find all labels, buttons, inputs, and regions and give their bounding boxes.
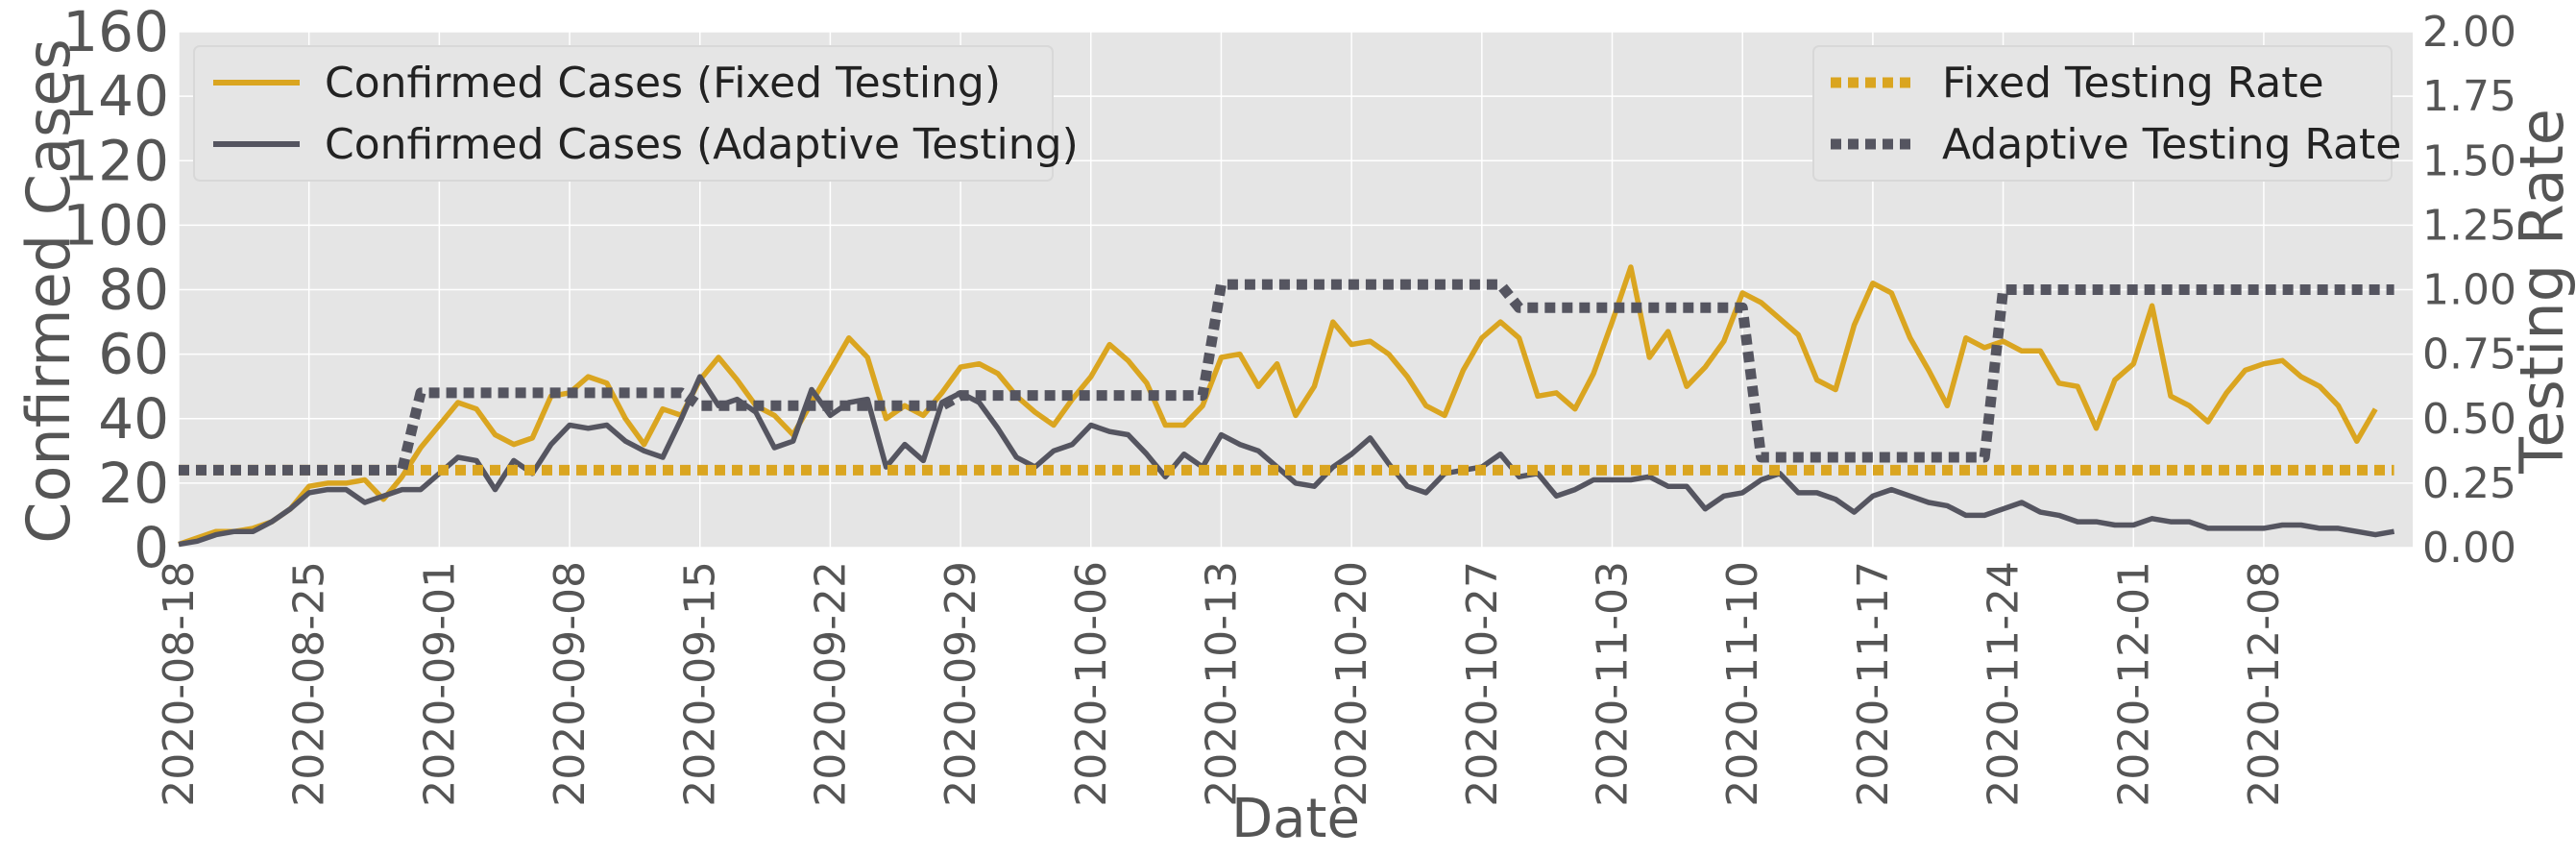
x-tick-label: 2020-09-08 <box>546 561 595 807</box>
x-tick-label: 2020-09-01 <box>415 561 464 807</box>
right-tick-label: 1.50 <box>2422 136 2516 185</box>
right-tick-label: 0.00 <box>2422 524 2516 573</box>
x-tick-label: 2020-10-27 <box>1458 561 1507 807</box>
legend-label-fixed-rate: Fixed Testing Rate <box>1942 59 2324 108</box>
x-tick-label: 2020-09-29 <box>936 561 985 807</box>
left-tick-label: 80 <box>98 257 169 323</box>
x-tick-label: 2020-10-13 <box>1198 561 1247 807</box>
left-tick-label: 40 <box>98 386 169 452</box>
x-axis-title: Date <box>1231 788 1360 850</box>
series-line-adaptive-rate <box>179 279 2394 476</box>
x-tick-label: 2020-10-20 <box>1327 561 1376 807</box>
left-axis-title: Confirmed Cases <box>13 38 84 544</box>
left-tick-label: 20 <box>98 451 169 516</box>
x-tick-label: 2020-11-17 <box>1849 561 1898 807</box>
x-tick-label: 2020-09-15 <box>676 561 725 807</box>
right-tick-label: 2.00 <box>2422 8 2516 57</box>
x-tick-label: 2020-09-22 <box>806 561 855 807</box>
legend-cases: Confirmed Cases (Fixed Testing) Confirme… <box>193 45 1079 182</box>
x-tick-label: 2020-12-08 <box>2240 561 2289 807</box>
legend-label-fixed-cases: Confirmed Cases (Fixed Testing) <box>325 59 1001 108</box>
x-tick-label: 2020-11-24 <box>1980 561 2029 807</box>
right-tick-label: 0.25 <box>2422 459 2516 508</box>
left-tick-label: 100 <box>62 192 169 257</box>
right-axis-title: Testing Rate <box>2507 109 2576 475</box>
left-tick-label: 140 <box>62 63 169 129</box>
series-lines <box>178 264 2395 548</box>
right-tick-label: 0.75 <box>2422 330 2516 379</box>
right-axis-tick-labels: 0.00 0.25 0.50 0.75 1.00 1.25 1.50 1.75 2.00 <box>2422 8 2516 573</box>
left-tick-label: 120 <box>62 128 169 193</box>
x-tick-label: 2020-08-25 <box>285 561 334 807</box>
x-tick-label: 2020-10-06 <box>1067 561 1116 807</box>
legend-cases-frame <box>193 45 1054 182</box>
x-axis-tick-labels: 2020-08-18 2020-08-25 2020-09-01 2020-09-08… <box>155 561 2289 807</box>
right-tick-label: 0.50 <box>2422 395 2516 444</box>
x-tick-label: 2020-11-10 <box>1718 561 1767 807</box>
legend-rates-frame <box>1812 45 2393 182</box>
legend-rates: Fixed Testing Rate Adaptive Testing Rate <box>1812 45 2401 182</box>
right-tick-label: 1.75 <box>2422 72 2516 121</box>
right-tick-label: 1.00 <box>2422 266 2516 315</box>
legend-label-adaptive-cases: Confirmed Cases (Adaptive Testing) <box>325 120 1079 169</box>
x-tick-label: 2020-12-01 <box>2109 561 2158 807</box>
right-tick-label: 1.25 <box>2422 201 2516 250</box>
x-tick-label: 2020-08-18 <box>155 561 204 807</box>
left-tick-label: 160 <box>62 0 169 64</box>
left-tick-label: 60 <box>98 322 169 387</box>
x-tick-label: 2020-11-03 <box>1589 561 1638 807</box>
series-line-fixed-cases <box>178 264 2378 548</box>
legend-label-adaptive-rate: Adaptive Testing Rate <box>1942 120 2401 169</box>
left-tick-label: 0 <box>134 515 169 580</box>
